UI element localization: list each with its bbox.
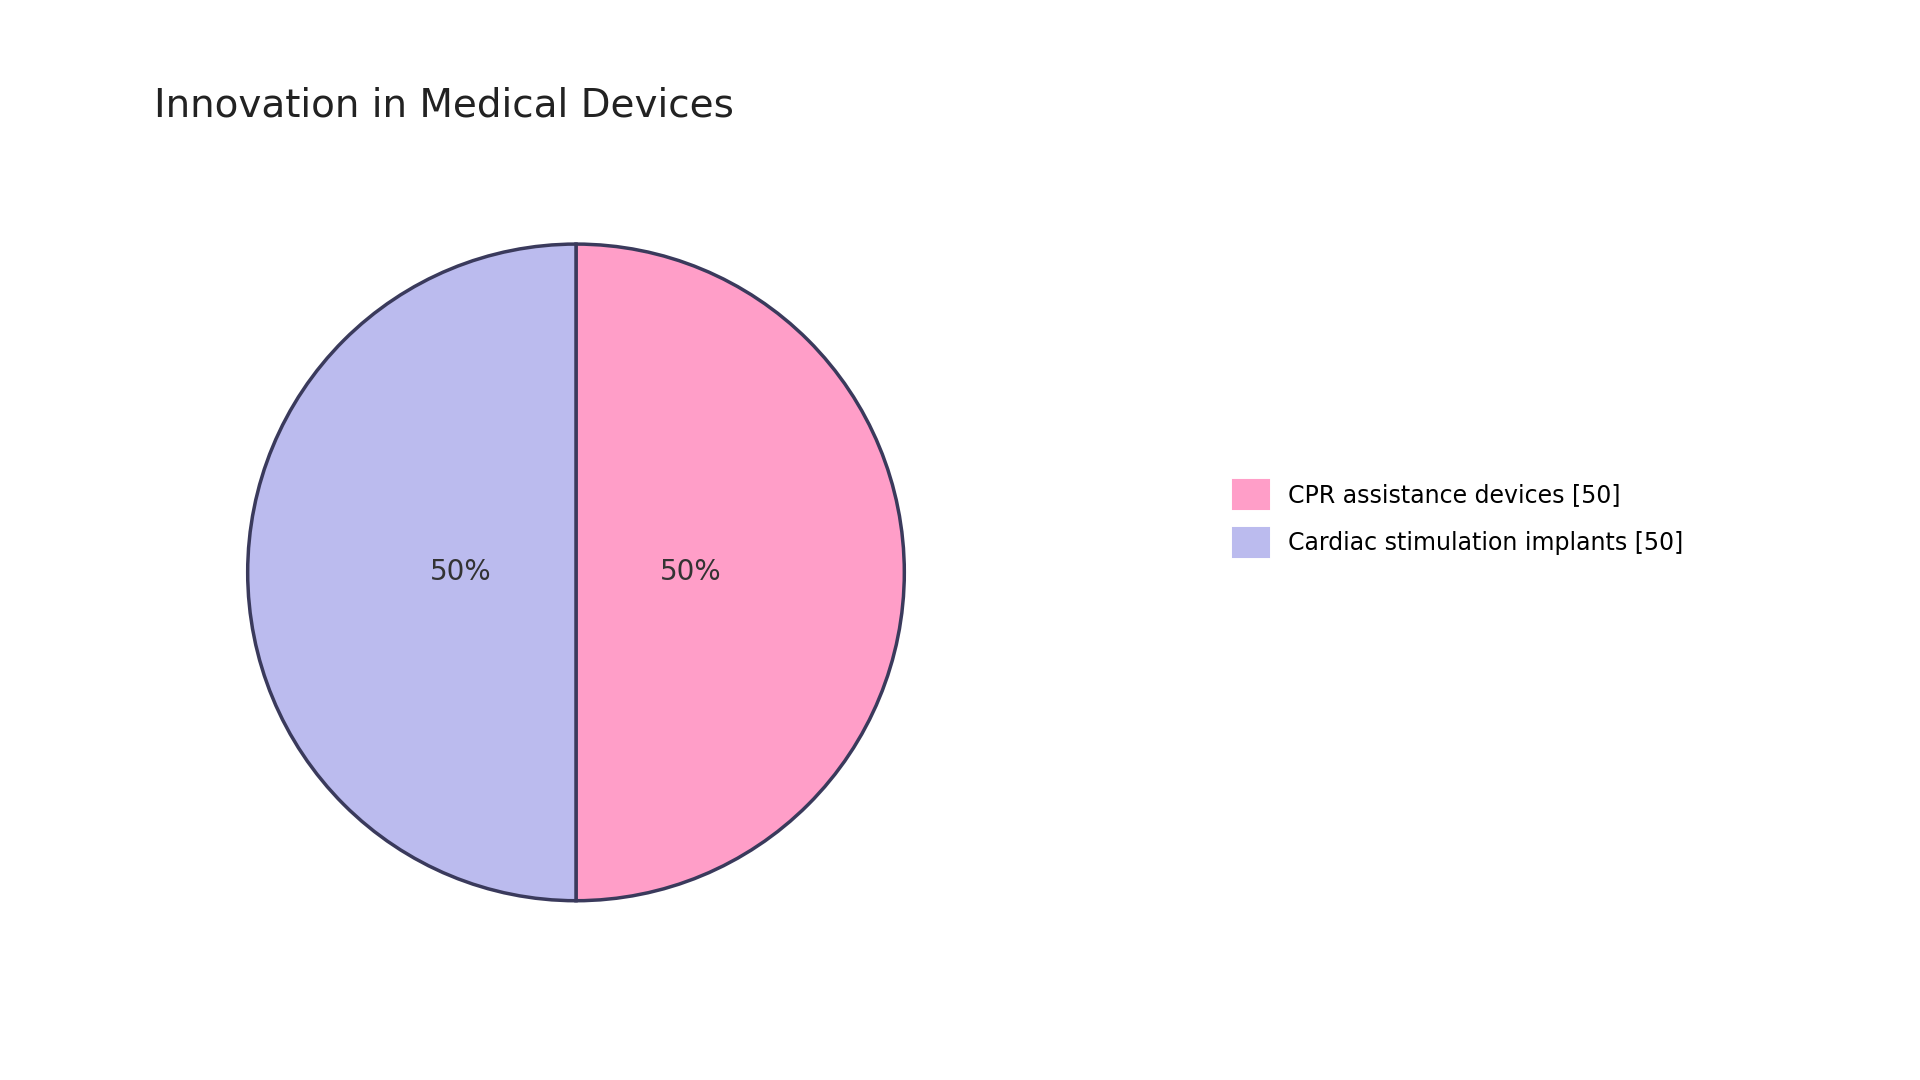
Wedge shape — [576, 244, 904, 901]
Wedge shape — [248, 244, 576, 901]
Text: 50%: 50% — [660, 558, 722, 586]
Legend: CPR assistance devices [50], Cardiac stimulation implants [50]: CPR assistance devices [50], Cardiac sti… — [1221, 469, 1695, 568]
Text: 50%: 50% — [430, 558, 492, 586]
Text: Innovation in Medical Devices: Innovation in Medical Devices — [154, 86, 733, 124]
